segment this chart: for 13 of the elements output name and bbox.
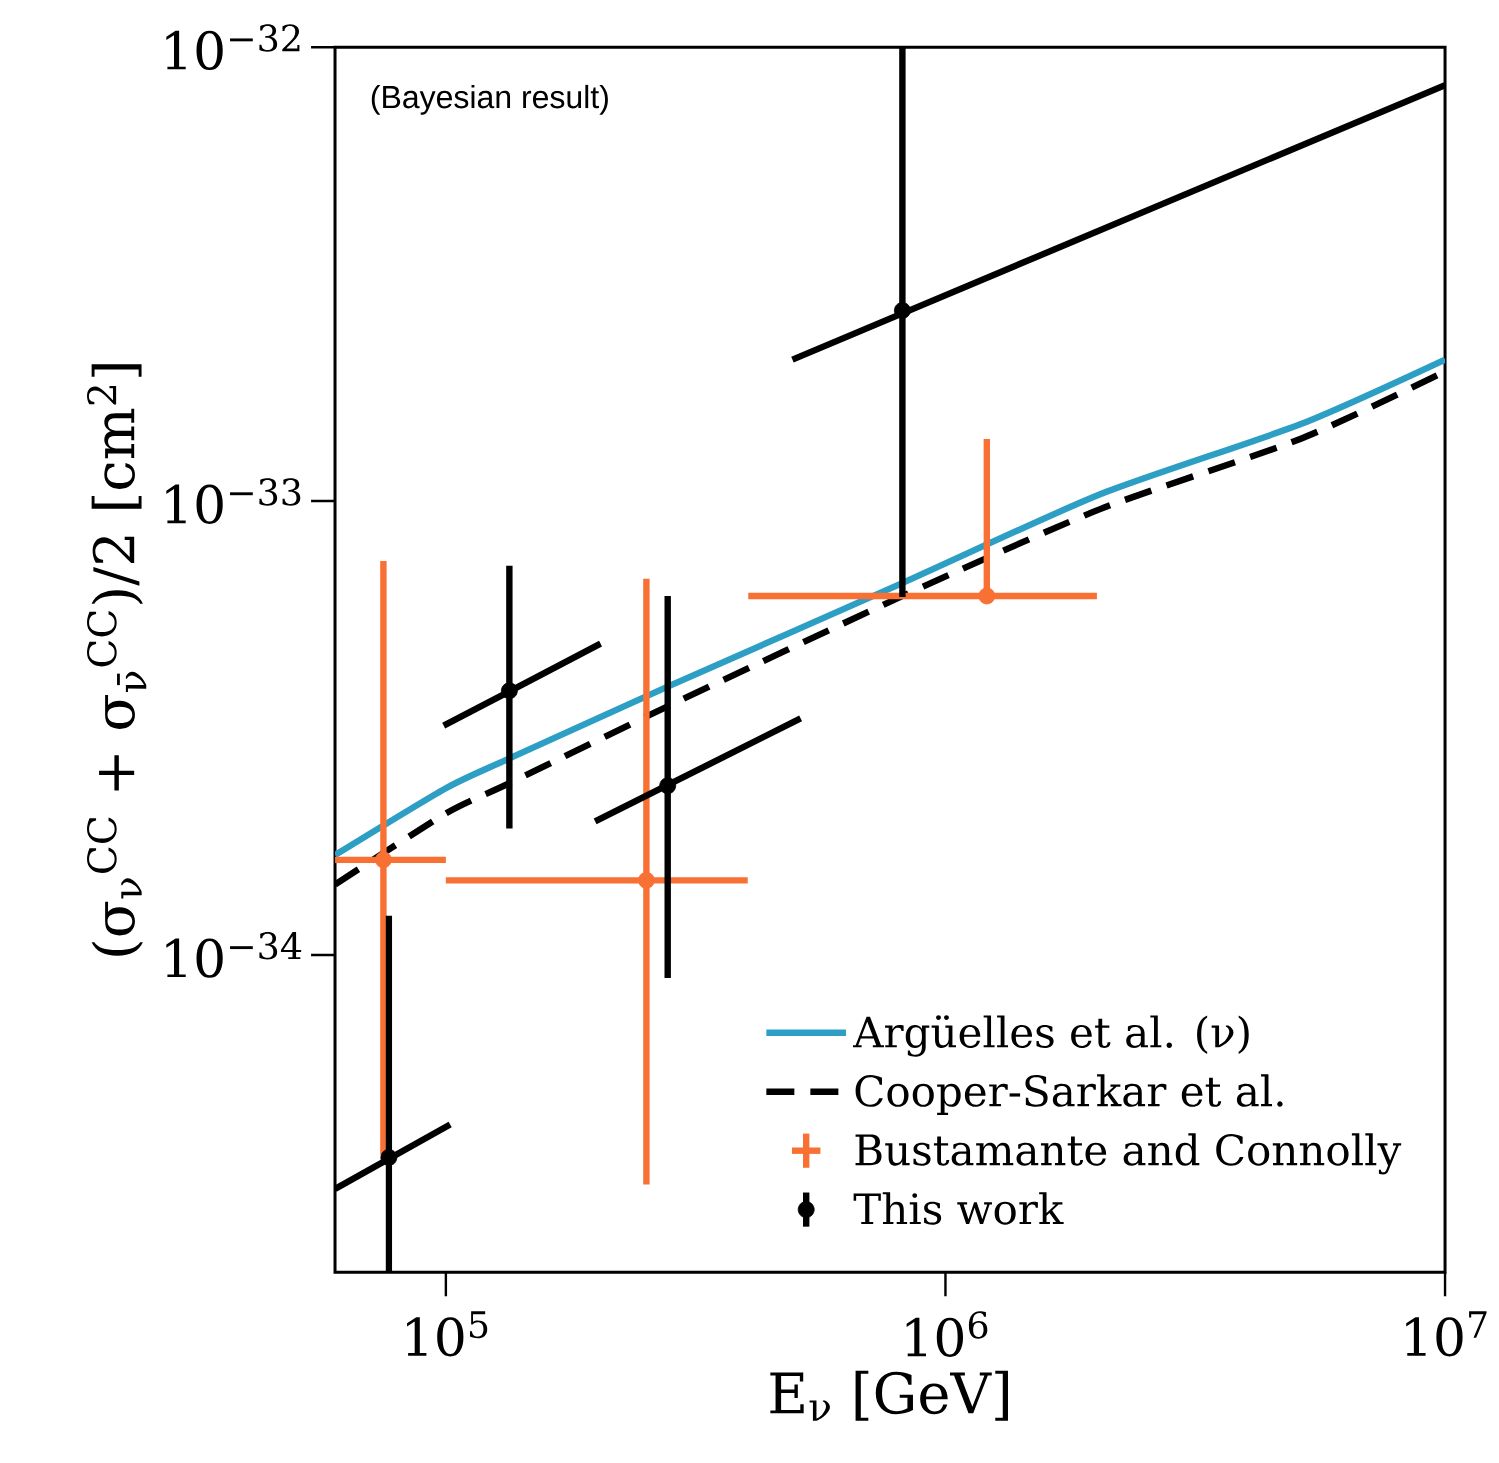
legend-label: Bustamante and Connolly — [855, 1133, 1402, 1175]
x-tick-label: 10$^{5}$ — [407, 1311, 488, 1357]
x-tick-label: 10$^{6}$ — [906, 1311, 988, 1357]
legend-label: Argüelles et al. (ν) — [852, 1015, 1249, 1057]
legend-label: Cooper-Sarkar et al. — [855, 1074, 1283, 1115]
x-axis-title: E$_{ν}$ [GeV] — [770, 1370, 1008, 1421]
x-tick-label: 10$^{7}$ — [1406, 1311, 1487, 1357]
y-tick-label: 10$^{−32}$ — [166, 24, 300, 71]
y-tick-label: 10$^{−33}$ — [166, 478, 301, 524]
annotation: (Bayesian result) — [371, 84, 608, 115]
y-tick-label: 10$^{−34}$ — [166, 932, 302, 978]
legend-label: This work — [853, 1192, 1064, 1225]
text: (σ$_{ν}$$^{CC}$ + σ$_{ν̄}$$^{CC}$)/2 [cm$^{2}$] — [87, 364, 147, 956]
